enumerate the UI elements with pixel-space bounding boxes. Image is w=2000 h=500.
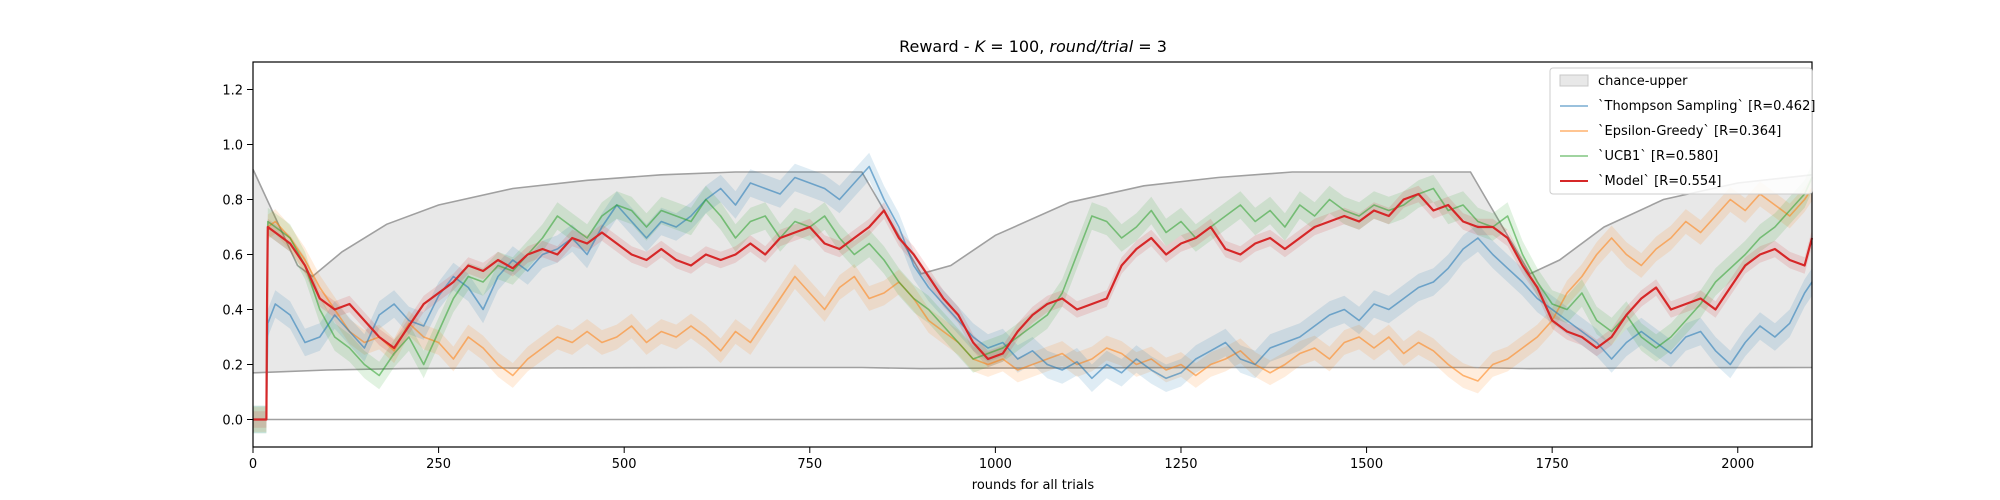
x-tick-label: 1000 <box>979 457 1012 472</box>
y-tick-label: 0.2 <box>222 359 243 374</box>
upper-bound-line <box>252 168 1813 278</box>
y-tick-label: 0.8 <box>222 194 243 209</box>
x-tick-label: 500 <box>612 457 637 472</box>
series-line-ts <box>253 165 1813 421</box>
x-tick-label: 250 <box>426 457 451 472</box>
y-tick-label: 0.0 <box>222 414 243 429</box>
legend-label-chance-upper: chance-upper <box>1598 74 1688 89</box>
x-tick-label: 0 <box>249 457 257 472</box>
legend-label-model: `Model` [R=0.554] <box>1598 174 1721 189</box>
x-tick-label: 1750 <box>1536 457 1569 472</box>
x-axis-label: rounds for all trials <box>972 478 1095 493</box>
legend-label-ucb1: `UCB1` [R=0.580] <box>1598 149 1718 164</box>
x-tick-label: 1500 <box>1350 457 1383 472</box>
series-line-model <box>253 192 1814 421</box>
x-tick-label: 1250 <box>1164 457 1197 472</box>
legend-label-epsilon-greedy: `Epsilon-Greedy` [R=0.364] <box>1598 124 1781 139</box>
series-line-layer <box>253 165 1814 421</box>
std-band-ucb <box>253 163 1812 434</box>
legend-label-thompson-sampling: `Thompson Sampling` [R=0.462] <box>1598 99 1815 114</box>
y-tick-label: 0.4 <box>222 304 243 319</box>
chart-title: Reward - K = 100, round/trial = 3 <box>899 37 1167 56</box>
y-tick-label: 1.0 <box>222 139 243 154</box>
lower-bound-line <box>252 366 1813 374</box>
y-tick-layer: 0.0 0.2 0.4 0.6 0.8 1.0 1.2 <box>222 84 253 429</box>
series-line-eg <box>253 188 1813 421</box>
legend-box <box>1549 67 1813 195</box>
x-tick-label: 2000 <box>1721 457 1754 472</box>
x-tick-layer: 0 250 500 750 1000 1250 1500 1750 2000 <box>249 447 1754 472</box>
series-line-ucb <box>253 177 1813 421</box>
std-band-model <box>253 185 1812 428</box>
legend: chance-upper `Thompson Sampling` [R=0.46… <box>1549 67 1815 195</box>
y-tick-label: 1.2 <box>222 84 243 99</box>
chance-upper-band <box>253 169 1812 373</box>
y-tick-label: 0.6 <box>222 249 243 264</box>
chance-upper-band-layer <box>252 168 1813 421</box>
legend-swatch-chance-upper <box>1559 74 1589 87</box>
x-tick-label: 750 <box>797 457 822 472</box>
